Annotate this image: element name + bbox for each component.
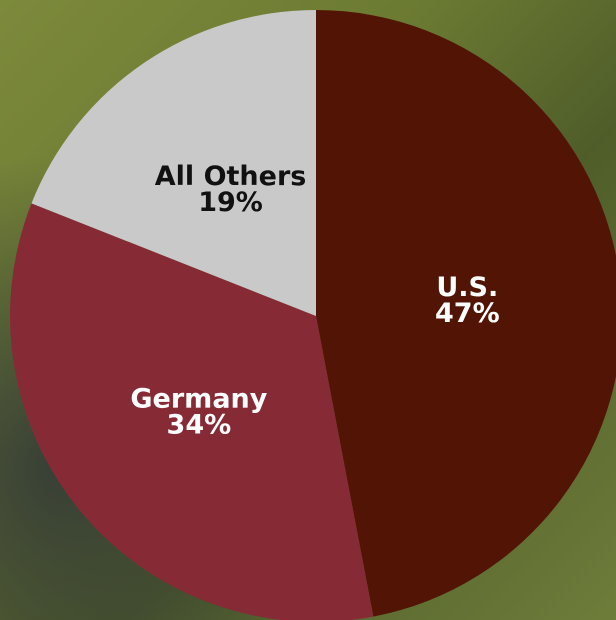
- slice-label: All Others: [155, 161, 307, 192]
- pie-slice: [10, 203, 374, 620]
- slice-label: U.S.: [436, 272, 498, 303]
- pie-slice: [316, 10, 616, 617]
- slice-label: Germany: [130, 383, 267, 414]
- slice-value-label: 34%: [167, 409, 232, 440]
- slice-value-label: 19%: [198, 187, 263, 218]
- pie-slice: [31, 10, 316, 316]
- pie: [10, 10, 616, 620]
- slice-value-label: 47%: [435, 298, 500, 329]
